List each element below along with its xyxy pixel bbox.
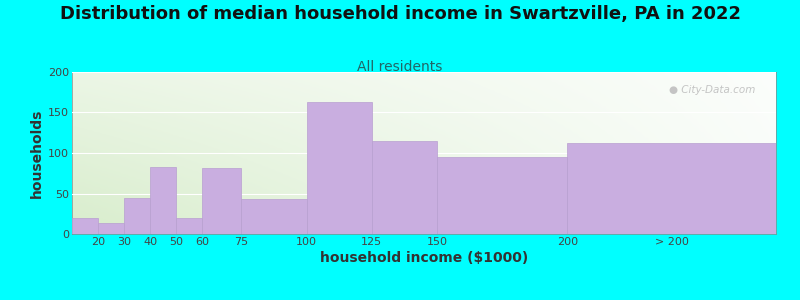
Text: ● City-Data.com: ● City-Data.com	[669, 85, 755, 95]
Bar	[176, 218, 202, 234]
Bar	[306, 102, 372, 234]
Bar	[372, 141, 437, 234]
Y-axis label: households: households	[30, 108, 44, 198]
Bar	[202, 168, 242, 234]
X-axis label: household income ($1000): household income ($1000)	[320, 251, 528, 265]
Bar	[437, 157, 567, 234]
Bar	[567, 143, 776, 234]
Text: All residents: All residents	[358, 60, 442, 74]
Bar	[124, 197, 150, 234]
Bar	[98, 224, 124, 234]
Bar	[242, 199, 306, 234]
Text: Distribution of median household income in Swartzville, PA in 2022: Distribution of median household income …	[59, 4, 741, 22]
Bar	[150, 167, 176, 234]
Bar	[72, 218, 98, 234]
